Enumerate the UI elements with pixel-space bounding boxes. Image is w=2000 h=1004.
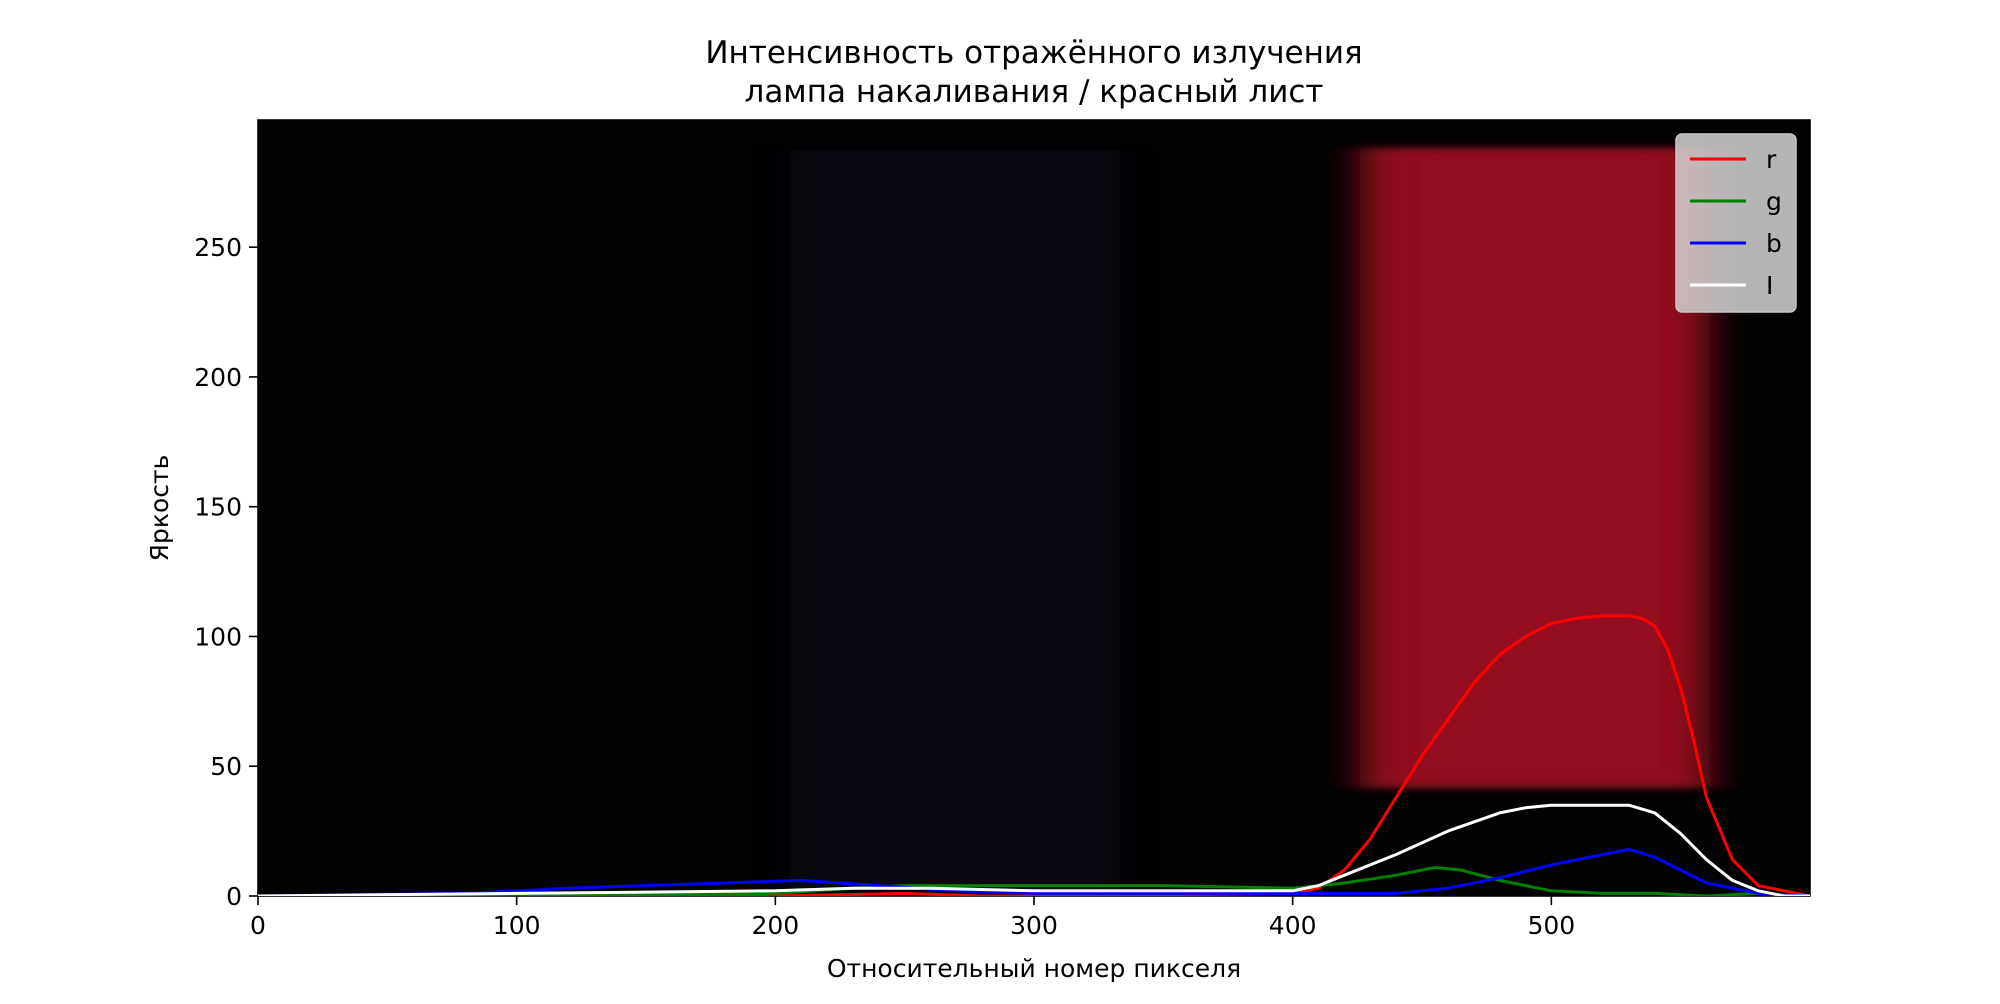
plot-area: [258, 120, 1810, 896]
y-tick-label: 100: [194, 622, 242, 651]
legend-box: [1675, 133, 1797, 313]
spectrum-photo: [790, 148, 1710, 890]
chart-subtitle: лампа накаливания / красный лист: [745, 74, 1324, 110]
x-axis-label: Относительный номер пикселя: [827, 954, 1241, 983]
x-tick-label: 300: [1010, 911, 1058, 940]
x-tick-label: 500: [1527, 911, 1575, 940]
y-tick-label: 200: [194, 363, 242, 392]
y-axis: 0 50 100 150 200 250: [194, 233, 258, 911]
series-line-r: [258, 614, 1810, 896]
y-tick-label: 50: [210, 752, 242, 781]
legend-label: r: [1766, 145, 1777, 174]
chart-title: Интенсивность отражённого излучения: [705, 35, 1362, 71]
x-tick-label: 0: [250, 911, 266, 940]
x-tick-label: 400: [1269, 911, 1317, 940]
legend-label: I: [1766, 271, 1773, 300]
x-tick-label: 100: [493, 911, 541, 940]
series-line-i: [258, 803, 1810, 896]
series: [258, 614, 1810, 896]
y-tick-label: 250: [194, 233, 242, 262]
series-line-b: [258, 847, 1810, 896]
y-tick-label: 150: [194, 493, 242, 522]
y-tick-label: 0: [226, 882, 242, 911]
y-axis-label: Яркость: [145, 455, 174, 562]
x-tick-label: 200: [751, 911, 799, 940]
legend-label: b: [1766, 229, 1782, 258]
legend-label: g: [1766, 187, 1782, 216]
x-axis: 0 100 200 300 400 500: [250, 896, 1575, 940]
